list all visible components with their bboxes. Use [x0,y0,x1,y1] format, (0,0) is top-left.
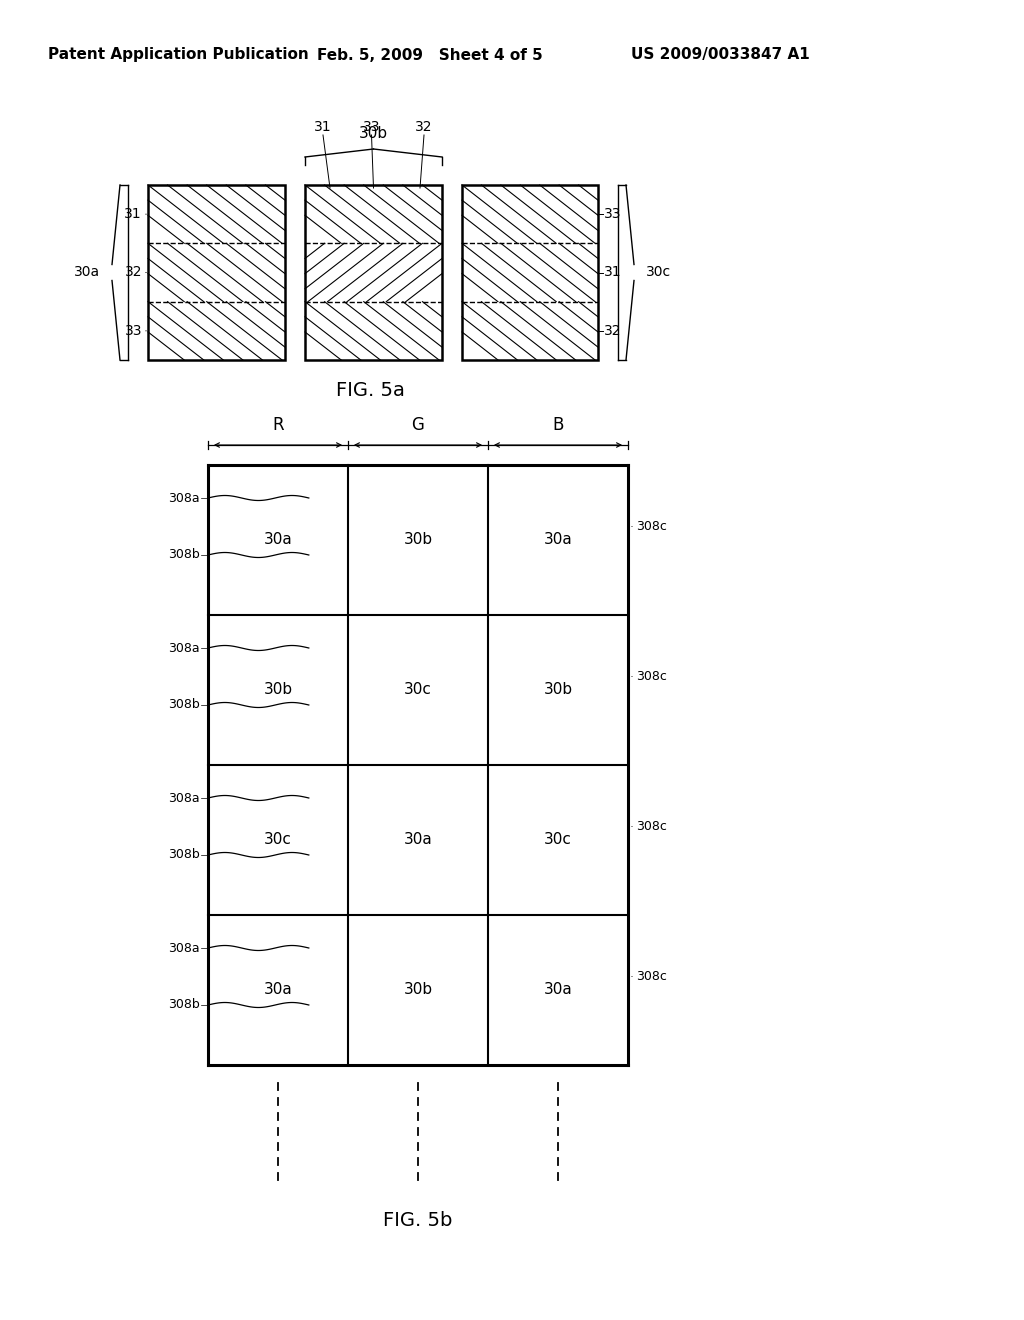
Text: Feb. 5, 2009   Sheet 4 of 5: Feb. 5, 2009 Sheet 4 of 5 [317,48,543,62]
Text: B: B [552,416,563,434]
Text: 308a: 308a [168,792,200,804]
Text: 308b: 308b [168,549,200,561]
Bar [305,185,442,360]
Text: 30a: 30a [263,532,293,548]
Text: 308c: 308c [636,671,667,682]
Text: R: R [272,416,284,434]
Text: 30c: 30c [264,833,292,847]
Text: 30b: 30b [544,682,572,697]
Text: 30a: 30a [263,982,293,998]
Text: 30c: 30c [404,682,432,697]
Text: US 2009/0033847 A1: US 2009/0033847 A1 [631,48,809,62]
Text: 308b: 308b [168,849,200,862]
Text: FIG. 5a: FIG. 5a [336,380,404,400]
Text: 308c: 308c [636,820,667,833]
Bar [462,185,598,360]
Text: Patent Application Publication: Patent Application Publication [48,48,308,62]
Text: 30a: 30a [544,982,572,998]
Text: 30c: 30c [544,833,572,847]
Text: 30b: 30b [263,682,293,697]
Text: 33: 33 [125,323,142,338]
Text: G: G [412,416,424,434]
Text: 30a: 30a [403,833,432,847]
Text: 32: 32 [604,323,622,338]
Text: 30c: 30c [646,265,671,280]
Text: 30b: 30b [359,125,388,140]
Text: 33: 33 [604,207,622,222]
Text: 308a: 308a [168,491,200,504]
Text: 33: 33 [362,120,380,135]
Text: 31: 31 [124,207,142,222]
Text: 32: 32 [416,120,433,135]
Text: 31: 31 [604,265,622,280]
Text: 30b: 30b [403,532,432,548]
Text: 30b: 30b [403,982,432,998]
Text: 308b: 308b [168,998,200,1011]
Text: 32: 32 [125,265,142,280]
Text: 30a: 30a [544,532,572,548]
Text: 308a: 308a [168,642,200,655]
Text: 31: 31 [314,120,332,135]
Text: 308c: 308c [636,970,667,983]
Text: 30a: 30a [74,265,100,280]
Bar [148,185,285,360]
Text: 308c: 308c [636,520,667,533]
Text: 308b: 308b [168,698,200,711]
Text: 308a: 308a [168,941,200,954]
Text: FIG. 5b: FIG. 5b [383,1210,453,1229]
